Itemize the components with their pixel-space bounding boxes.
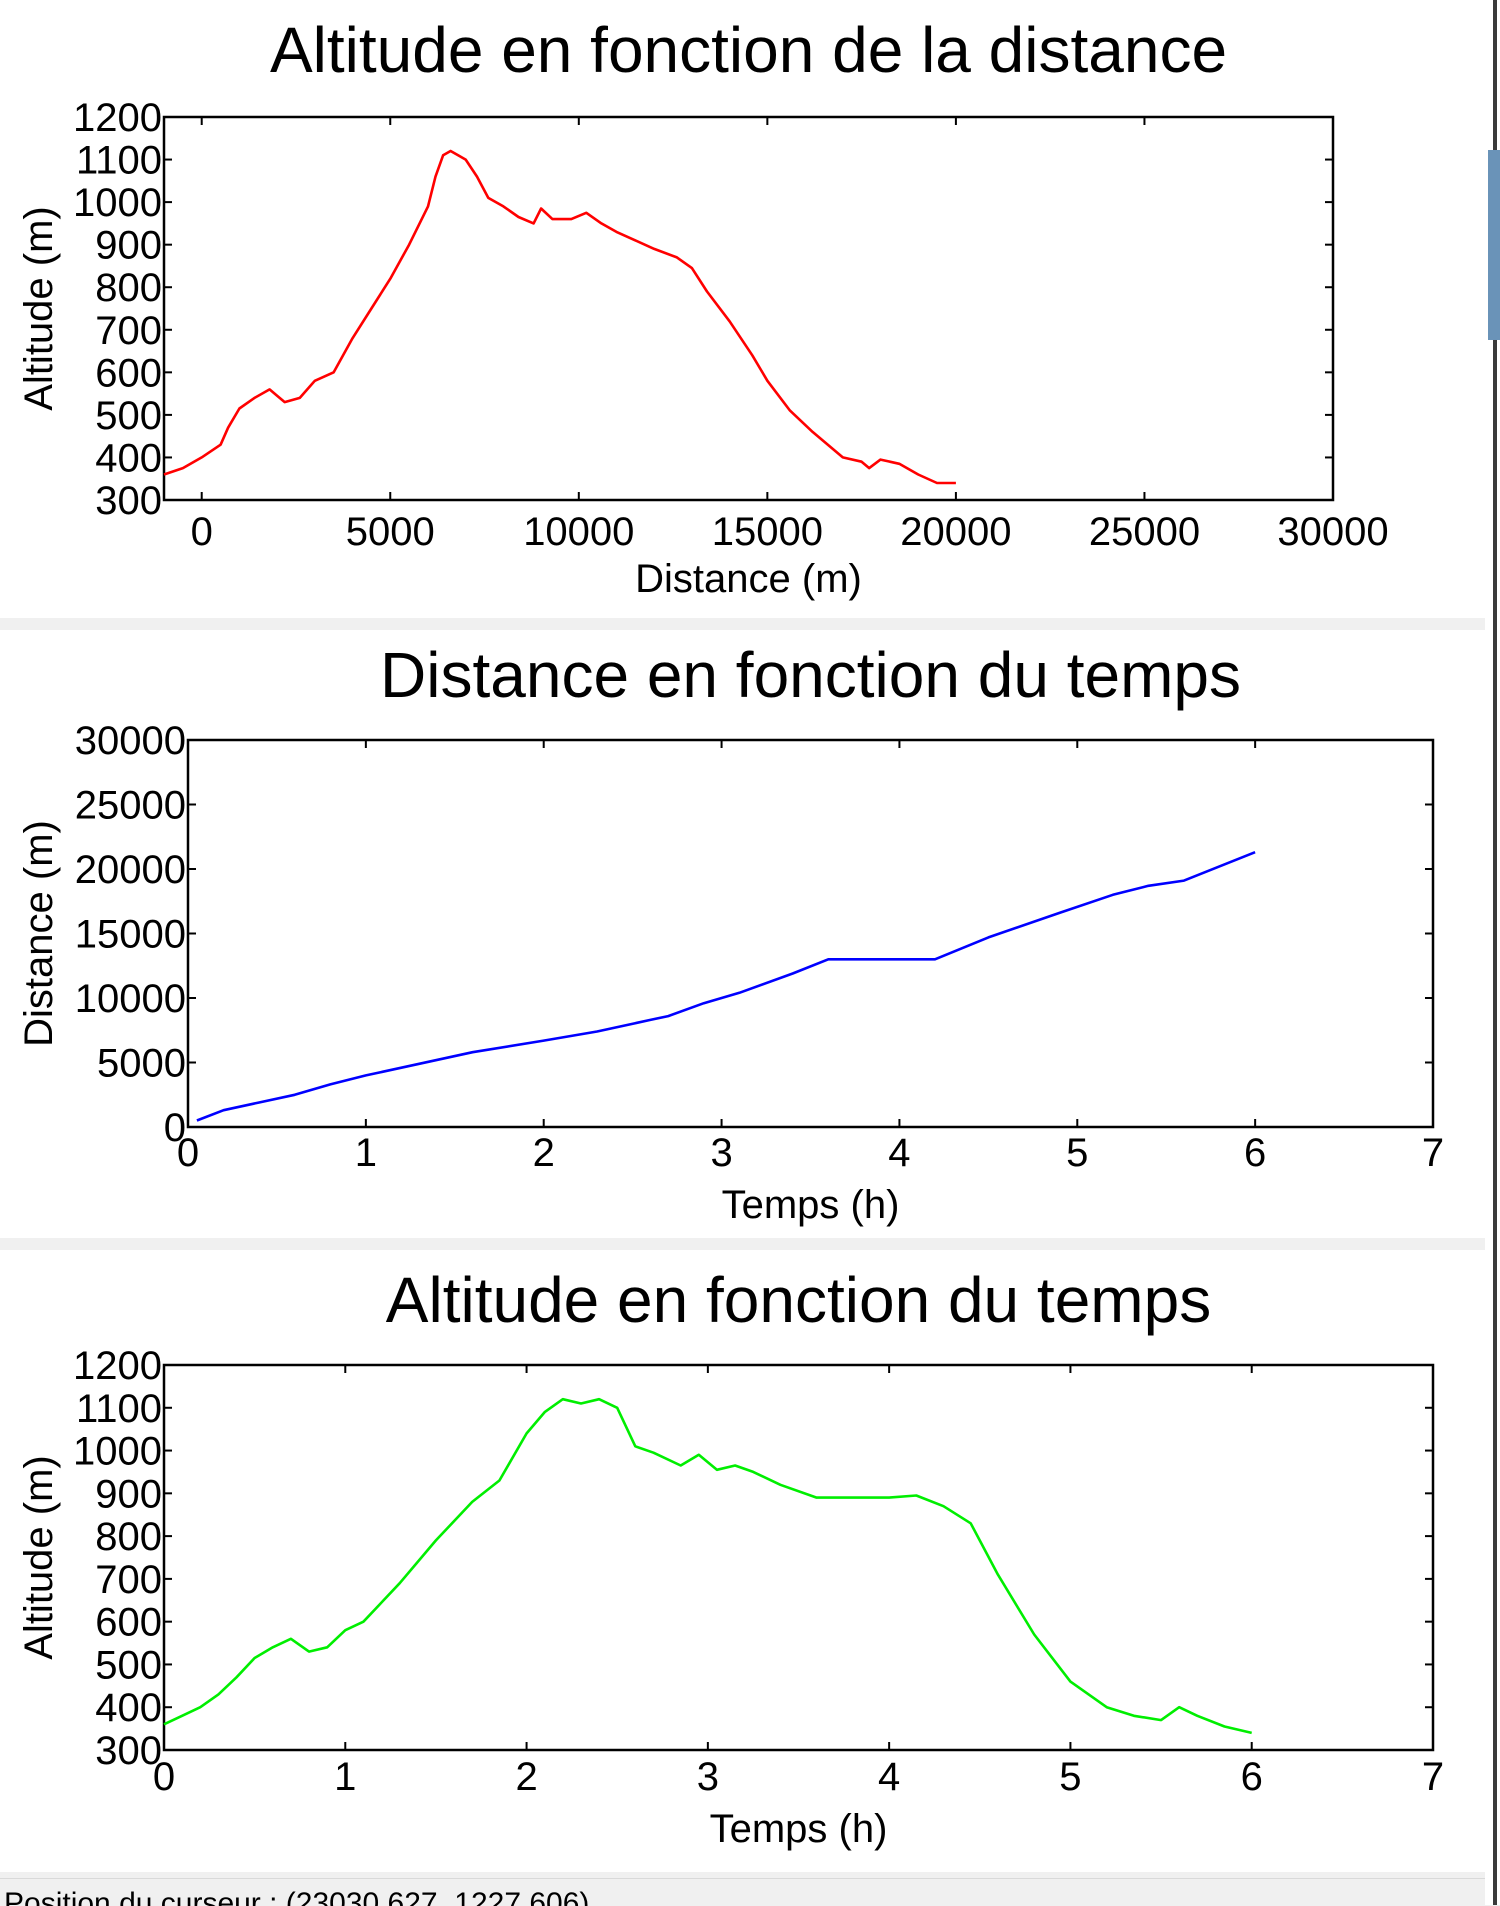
chart-2-xtick-label-4: 4: [878, 1755, 900, 1799]
chart-1-xtick-label-0: 0: [177, 1131, 199, 1175]
chart-1-ytick-label-5: 25000: [75, 784, 186, 828]
window-edge-line: [1493, 0, 1497, 1905]
chart-0-ytick-label-7: 1000: [73, 181, 162, 225]
chart-1-plot-frame: [186, 738, 1435, 1129]
chart-2-xtick-label-1: 1: [334, 1755, 356, 1799]
chart-2-xlabel: Temps (h): [710, 1807, 888, 1851]
chart-0-ytick-label-3: 600: [95, 351, 162, 395]
chart-0-ytick-label-4: 700: [95, 309, 162, 353]
chart-panel-altitude-distance: [0, 0, 1485, 618]
chart-1-ylabel: Distance (m): [17, 820, 61, 1047]
chart-1-xlabel: Temps (h): [722, 1183, 900, 1227]
chart-0-xtick-label-2: 10000: [523, 510, 634, 554]
chart-0-ytick-label-6: 900: [95, 224, 162, 268]
chart-2-ytick-label-1: 400: [95, 1686, 162, 1730]
chart-2-xtick-label-7: 7: [1422, 1755, 1444, 1799]
chart-0-ytick-label-1: 400: [95, 436, 162, 480]
chart-2-title: Altitude en fonction du temps: [386, 1264, 1211, 1336]
chart-1-ytick-label-4: 20000: [75, 848, 186, 892]
chart-1-xtick-label-2: 2: [533, 1131, 555, 1175]
chart-2-ytick-label-6: 900: [95, 1472, 162, 1516]
chart-2-ytick-label-7: 1000: [73, 1430, 162, 1474]
chart-2-xtick-label-5: 5: [1059, 1755, 1081, 1799]
chart-0-ytick-label-0: 300: [95, 479, 162, 523]
chart-0-xlabel: Distance (m): [635, 557, 862, 601]
chart-0-plot-frame: [162, 115, 1335, 502]
chart-0-xtick-label-6: 30000: [1277, 510, 1388, 554]
chart-2-ytick-label-9: 1200: [73, 1344, 162, 1388]
chart-1-xtick-label-3: 3: [710, 1131, 732, 1175]
chart-0-ytick-label-8: 1100: [76, 139, 162, 183]
chart-0-xtick-label-4: 20000: [900, 510, 1011, 554]
chart-2-ylabel: Altitude (m): [17, 1455, 61, 1660]
window-edge-accent: [1488, 150, 1500, 340]
chart-0-xtick-label-3: 15000: [712, 510, 823, 554]
chart-2-ytick-label-3: 600: [95, 1601, 162, 1645]
chart-1-xtick-label-7: 7: [1422, 1131, 1444, 1175]
chart-2-ytick-label-2: 500: [95, 1643, 162, 1687]
chart-1-ytick-label-6: 30000: [75, 719, 186, 763]
chart-0-ytick-label-9: 1200: [73, 96, 162, 140]
chart-1-ytick-label-0: 0: [164, 1106, 186, 1150]
chart-1-xtick-label-5: 5: [1066, 1131, 1088, 1175]
chart-0-xtick-label-1: 5000: [346, 510, 435, 554]
status-text: Position du curseur : (23030.627, 1227.6…: [4, 1887, 590, 1906]
chart-0-series-line-0: [163, 149, 956, 485]
chart-0-ylabel: Altitude (m): [17, 206, 61, 411]
chart-0-ytick-label-2: 500: [95, 394, 162, 438]
chart-panel-altitude-time: [0, 1250, 1485, 1872]
status-bar: Position du curseur : (23030.627, 1227.6…: [0, 1878, 1485, 1906]
chart-2-series-line-0: [163, 1397, 1252, 1735]
chart-2-xtick-label-6: 6: [1241, 1755, 1263, 1799]
chart-1-ytick-label-1: 5000: [97, 1042, 186, 1086]
chart-2-ytick-label-5: 800: [95, 1515, 162, 1559]
chart-2-ytick-label-4: 700: [95, 1558, 162, 1602]
chart-0-xtick-label-5: 25000: [1089, 510, 1200, 554]
chart-0-ytick-label-5: 800: [95, 266, 162, 310]
chart-2-xtick-label-3: 3: [697, 1755, 719, 1799]
chart-1-ytick-label-2: 10000: [75, 977, 186, 1021]
chart-1-xtick-label-1: 1: [355, 1131, 377, 1175]
chart-0-xtick-label-0: 0: [191, 510, 213, 554]
chart-1-xtick-label-6: 6: [1244, 1131, 1266, 1175]
chart-2-ytick-label-8: 1100: [76, 1387, 162, 1431]
chart-2-ytick-label-0: 300: [95, 1729, 162, 1773]
chart-2-xtick-label-2: 2: [515, 1755, 537, 1799]
chart-2-plot-frame: [162, 1363, 1435, 1752]
chart-0-title: Altitude en fonction de la distance: [270, 14, 1227, 86]
chart-1-xtick-label-4: 4: [888, 1131, 910, 1175]
chart-1-title: Distance en fonction du temps: [380, 639, 1241, 711]
chart-2-xtick-label-0: 0: [153, 1755, 175, 1799]
chart-1-ytick-label-3: 15000: [75, 913, 186, 957]
chart-1-series-line-0: [196, 850, 1256, 1122]
chart-panel-distance-time: [0, 630, 1485, 1238]
